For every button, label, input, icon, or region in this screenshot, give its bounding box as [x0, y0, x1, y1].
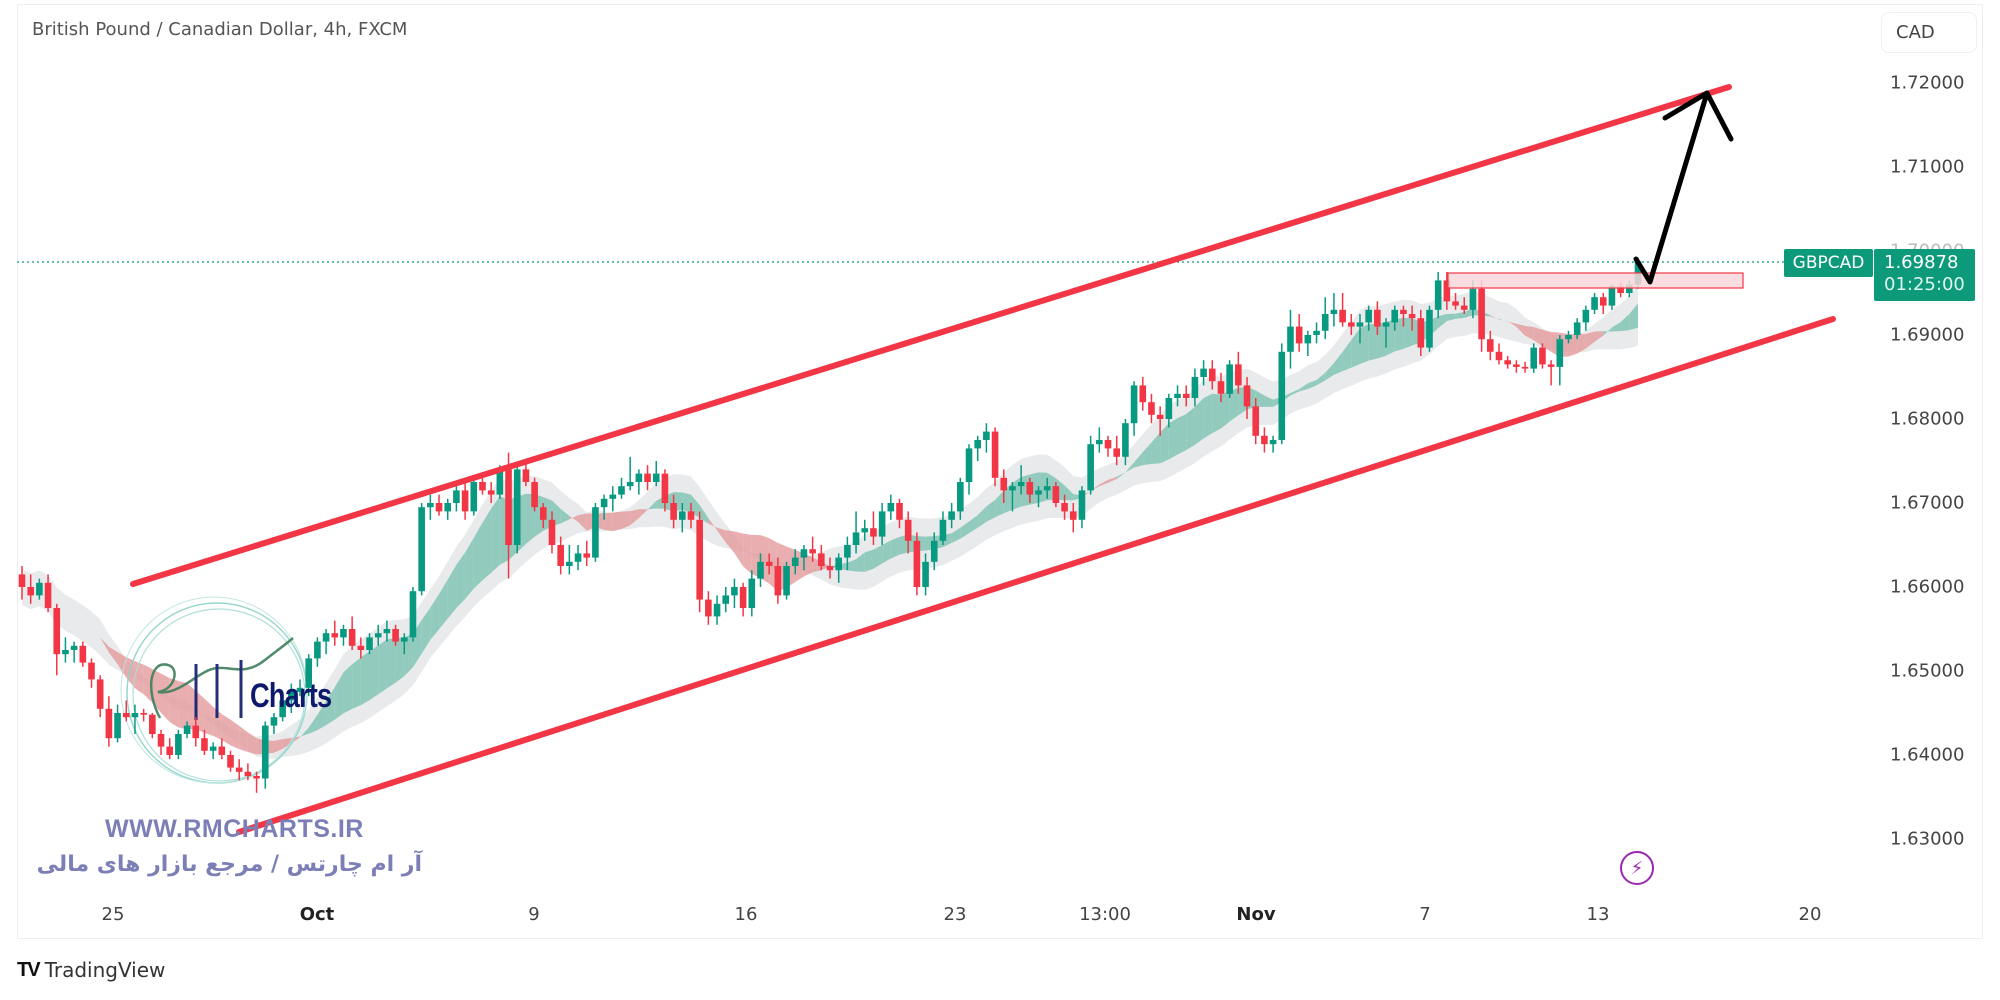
watermark-tagline: آر ام چارتس / مرجع بازار های مالی: [36, 852, 422, 877]
time-tick: 13: [1586, 904, 1610, 925]
time-tick: 23: [943, 904, 967, 925]
projection-arrow[interactable]: [1633, 90, 1734, 285]
candlestick-series: [18, 257, 1642, 793]
chart-frame: [17, 4, 1983, 939]
price-tick: 1.63000: [1890, 828, 1965, 850]
bar-countdown: 01:25:00: [1884, 274, 1965, 295]
channel-lower-trendline[interactable]: [236, 316, 1836, 835]
tradingview-logo-icon: TV: [17, 958, 41, 981]
time-tick: Nov: [1236, 904, 1276, 925]
lightning-icon[interactable]: ⚡: [1620, 851, 1654, 885]
time-tick: 20: [1798, 904, 1822, 925]
tradingview-brand-text: TradingView: [44, 958, 166, 982]
last-price-value: 1.69878: [1884, 252, 1959, 273]
last-price-badge: 1.69878 01:25:00: [1874, 249, 1975, 301]
price-tick: 1.64000: [1890, 744, 1965, 766]
time-tick: 16: [734, 904, 758, 925]
currency-unit-button[interactable]: CAD: [1881, 12, 1977, 53]
price-tick: 1.67000: [1890, 492, 1965, 514]
tradingview-branding[interactable]: TV TradingView: [17, 958, 165, 982]
moving-average-ribbon: [22, 285, 1638, 759]
channel-upper-trendline[interactable]: [130, 84, 1732, 587]
chart-title: British Pound / Canadian Dollar, 4h, FXC…: [32, 19, 408, 40]
time-tick: 7: [1419, 904, 1431, 925]
price-tick: 1.68000: [1890, 408, 1965, 430]
price-tick: 1.71000: [1890, 156, 1965, 178]
price-tick: 1.72000: [1890, 72, 1965, 94]
symbol-price-label: GBPCAD: [1784, 249, 1873, 277]
watermark-url: WWW.RMCHARTS.IR: [105, 815, 364, 843]
price-tick: 1.65000: [1890, 660, 1965, 682]
time-tick: 25: [101, 904, 125, 925]
time-tick: 13:00: [1079, 904, 1131, 925]
price-tick: 1.66000: [1890, 576, 1965, 598]
rm-charts-logo: [120, 596, 308, 784]
resistance-zone-rect[interactable]: [1447, 272, 1744, 289]
rm-charts-logo-text: Charts: [250, 677, 332, 715]
time-tick: 9: [528, 904, 540, 925]
time-tick: Oct: [299, 904, 335, 925]
price-tick: 1.69000: [1890, 324, 1965, 346]
